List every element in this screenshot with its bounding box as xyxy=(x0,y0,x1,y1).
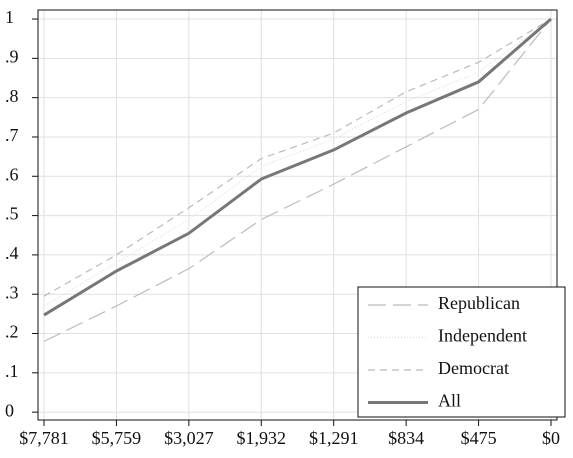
x-tick-label: $7,781 xyxy=(19,428,69,448)
legend-label: Democrat xyxy=(438,358,509,378)
y-tick-label: .6 xyxy=(5,164,19,184)
x-tick-label: $5,759 xyxy=(92,428,142,448)
y-tick-label: .3 xyxy=(5,282,19,302)
y-tick-label: 0 xyxy=(5,400,14,420)
y-tick-label: .5 xyxy=(5,204,19,224)
x-tick-label: $3,027 xyxy=(164,428,214,448)
x-tick-label: $834 xyxy=(388,428,424,448)
x-tick-label: $0 xyxy=(542,428,560,448)
legend-label: Independent xyxy=(438,326,527,346)
y-tick-label: .8 xyxy=(5,86,19,106)
x-tick-label: $1,932 xyxy=(237,428,287,448)
y-tick-label: .7 xyxy=(5,125,19,145)
x-tick-label: $475 xyxy=(461,428,497,448)
legend: Republican Independent Democrat All xyxy=(357,286,566,418)
legend-label: All xyxy=(438,391,461,411)
y-tick-label: .1 xyxy=(5,361,19,381)
x-tick-label: $1,291 xyxy=(309,428,359,448)
y-tick-label: .9 xyxy=(5,46,19,66)
series-line xyxy=(43,18,552,307)
y-tick-label: .2 xyxy=(5,322,19,342)
y-tick-label: 1 xyxy=(5,7,14,27)
y-tick-label: .4 xyxy=(5,243,19,263)
series-line xyxy=(43,18,552,342)
legend-label: Republican xyxy=(438,293,520,313)
plot-frame xyxy=(37,9,558,421)
legend-box xyxy=(357,286,566,418)
series-line xyxy=(43,18,552,297)
series-line xyxy=(43,17,552,317)
